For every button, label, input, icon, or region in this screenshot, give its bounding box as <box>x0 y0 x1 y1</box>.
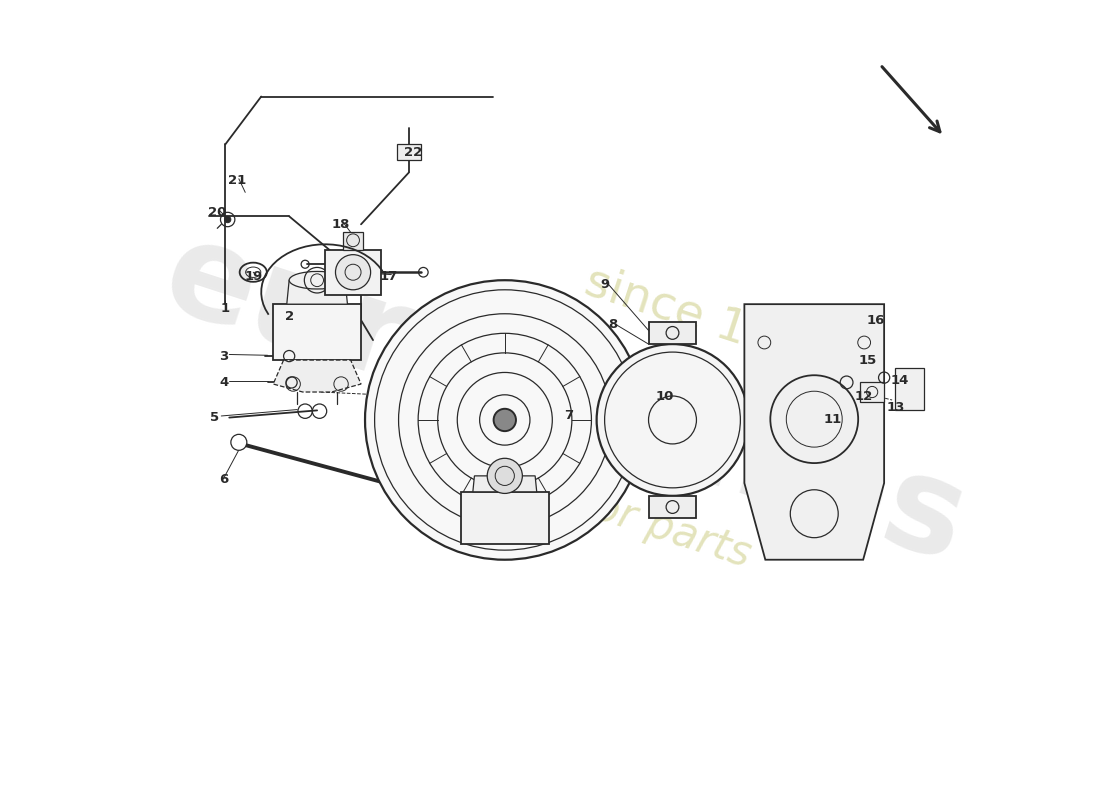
Text: 14: 14 <box>891 374 910 386</box>
Circle shape <box>336 254 371 290</box>
Polygon shape <box>326 250 381 294</box>
Text: 15: 15 <box>859 354 878 366</box>
Text: 13: 13 <box>887 402 905 414</box>
Text: 7: 7 <box>564 410 573 422</box>
Circle shape <box>487 458 522 494</box>
Text: 18: 18 <box>332 218 350 231</box>
Polygon shape <box>343 232 363 250</box>
Text: 6: 6 <box>219 474 229 486</box>
Text: 3: 3 <box>219 350 229 362</box>
Text: 10: 10 <box>656 390 673 402</box>
Ellipse shape <box>289 271 345 289</box>
Circle shape <box>596 344 748 496</box>
Circle shape <box>494 409 516 431</box>
Polygon shape <box>473 476 537 492</box>
Text: since 1985: since 1985 <box>579 259 838 382</box>
Text: 11: 11 <box>823 414 842 426</box>
Polygon shape <box>397 145 421 161</box>
Circle shape <box>231 434 246 450</box>
Text: 1: 1 <box>221 302 230 314</box>
Text: 12: 12 <box>855 390 873 402</box>
Text: 17: 17 <box>379 270 398 282</box>
Text: 22: 22 <box>404 146 422 159</box>
Text: a passion for parts: a passion for parts <box>374 416 756 576</box>
Polygon shape <box>860 382 884 402</box>
Polygon shape <box>649 322 696 344</box>
Text: 19: 19 <box>244 270 262 282</box>
Text: 9: 9 <box>601 278 609 290</box>
Text: 5: 5 <box>210 411 220 424</box>
Text: 21: 21 <box>228 174 246 187</box>
Polygon shape <box>287 280 348 304</box>
Polygon shape <box>649 496 696 518</box>
Text: 8: 8 <box>608 318 617 330</box>
Polygon shape <box>745 304 884 560</box>
Text: 2: 2 <box>285 310 294 322</box>
Circle shape <box>224 216 231 222</box>
Polygon shape <box>273 304 361 360</box>
Text: 4: 4 <box>219 376 229 389</box>
Text: 20: 20 <box>208 206 227 219</box>
Text: eurospares: eurospares <box>148 210 981 590</box>
Polygon shape <box>894 368 924 410</box>
Polygon shape <box>461 492 549 544</box>
Circle shape <box>365 280 645 560</box>
Text: 16: 16 <box>867 314 886 326</box>
Polygon shape <box>273 360 361 392</box>
